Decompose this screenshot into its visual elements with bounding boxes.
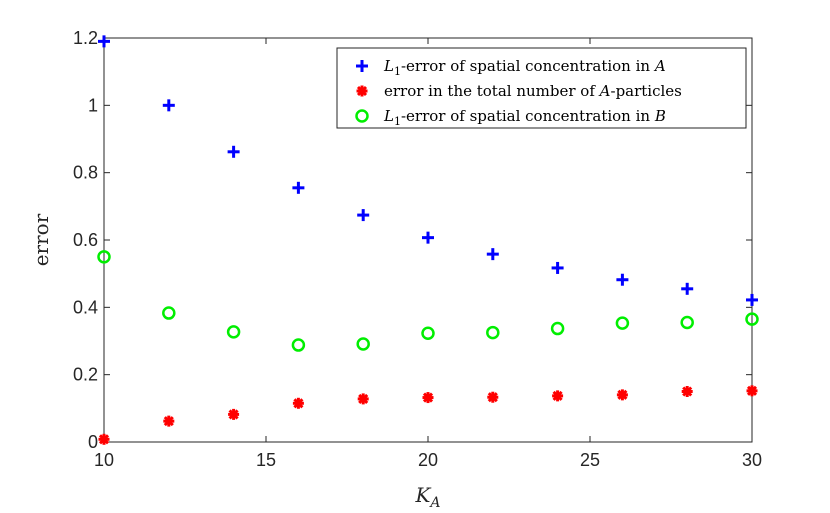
series-3-point bbox=[226, 325, 241, 339]
series-1-point bbox=[551, 261, 564, 274]
x-tick-label: 25 bbox=[580, 450, 600, 470]
series-1-point bbox=[292, 181, 305, 194]
series-3-point bbox=[680, 315, 694, 330]
x-tick-label: 10 bbox=[94, 450, 114, 470]
legend-marker-2 bbox=[356, 85, 368, 97]
series-2-point bbox=[616, 389, 628, 401]
series-1-point bbox=[681, 282, 694, 295]
series-2-point bbox=[422, 392, 434, 404]
legend-marker-3 bbox=[355, 109, 369, 123]
series-3-point bbox=[421, 326, 435, 341]
series-3-point bbox=[615, 316, 630, 330]
series-2-point bbox=[228, 408, 240, 420]
series-1-point bbox=[422, 231, 434, 244]
series-3-point bbox=[486, 325, 500, 340]
legend-entry-3: L1-error of spatial concentration in B bbox=[383, 107, 666, 128]
series-3-point bbox=[550, 321, 565, 336]
x-tick-label: 20 bbox=[418, 450, 438, 470]
series-2-point bbox=[681, 386, 693, 397]
x-axis-label: KA bbox=[414, 483, 440, 511]
series-2-point bbox=[552, 390, 564, 402]
series-2-point bbox=[746, 385, 758, 397]
data-marks bbox=[97, 35, 759, 445]
legend-entry-1: L1-error of spatial concentration in A bbox=[383, 57, 666, 78]
x-tick-label: 15 bbox=[256, 450, 276, 470]
series-1-point bbox=[227, 145, 240, 158]
series-2-point bbox=[163, 415, 175, 427]
series-2-point bbox=[98, 433, 110, 445]
series-3-point bbox=[162, 306, 176, 320]
y-axis-label: error bbox=[29, 213, 53, 266]
series-3-point bbox=[291, 338, 306, 352]
legend-box bbox=[336, 47, 747, 129]
series-2-point bbox=[292, 397, 304, 409]
y-tick-label: 0.4 bbox=[73, 297, 98, 317]
legend-marker-1 bbox=[356, 60, 368, 72]
series-3-point bbox=[97, 250, 111, 264]
series-1-point bbox=[357, 209, 370, 222]
legend-entry-2: error in the total number of A-particles bbox=[384, 82, 682, 100]
legend: L1-error of spatial concentration in A er… bbox=[336, 47, 747, 129]
y-tick-label: 0 bbox=[88, 432, 98, 452]
y-tick-label: 0.8 bbox=[73, 163, 98, 183]
x-tick-label: 30 bbox=[742, 450, 762, 470]
series-1-point bbox=[746, 293, 758, 306]
y-tick-label: 0.2 bbox=[73, 365, 98, 385]
series-1-point bbox=[486, 248, 499, 261]
y-tick-label: 0.6 bbox=[73, 230, 98, 250]
series-1-point bbox=[162, 99, 175, 112]
series-1-point bbox=[98, 35, 110, 48]
series-3-point bbox=[356, 337, 370, 351]
y-tick-label: 1.2 bbox=[73, 28, 98, 48]
series-1-point bbox=[616, 273, 629, 286]
series-3-point bbox=[745, 312, 759, 326]
series-2-point bbox=[487, 391, 499, 403]
series-2-point bbox=[357, 393, 369, 405]
y-tick-label: 1 bbox=[88, 95, 98, 115]
